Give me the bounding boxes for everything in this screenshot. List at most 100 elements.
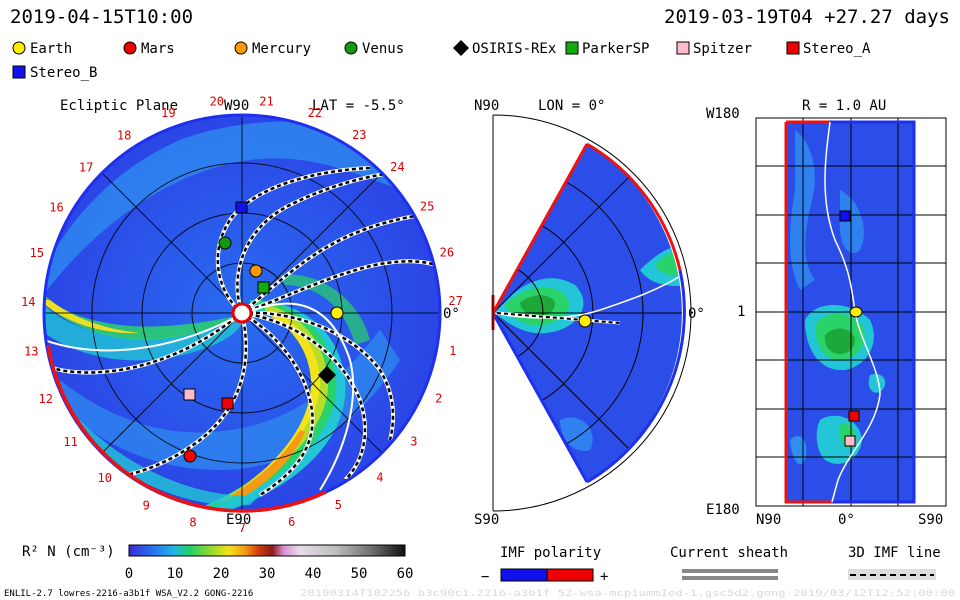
carrington-tick-27: 27 (448, 294, 462, 308)
colorbar-tick-50: 50 (351, 566, 368, 582)
meridional-earth-marker (578, 314, 592, 328)
legend-stereo-a: Stereo_A (786, 41, 871, 57)
carrington-tick-10: 10 (97, 471, 111, 485)
svg-text:OSIRIS-REx: OSIRIS-REx (472, 41, 556, 57)
meridional-lon: LON = 0° (538, 98, 605, 114)
radial-stereo-b-marker (839, 210, 851, 222)
carrington-tick-5: 5 (335, 498, 342, 512)
legend-mars: Mars (123, 41, 175, 57)
venus-circle-icon (344, 41, 358, 55)
radial-spitzer-marker (844, 435, 856, 447)
carrington-tick-4: 4 (376, 471, 383, 485)
spitzer-square-icon (676, 41, 690, 55)
stereo-a-square-icon (786, 41, 800, 55)
legend-mercury: Mercury (234, 41, 311, 57)
carrington-tick-16: 16 (49, 200, 63, 214)
colorbar-tick-0: 0 (125, 566, 133, 582)
legend-osiris-rex: OSIRIS-REx (453, 40, 556, 57)
osiris-rex-diamond-icon (453, 40, 469, 56)
carrington-tick-11: 11 (63, 435, 77, 449)
carrington-tick-23: 23 (352, 128, 366, 142)
footer-left: ENLIL-2.7 lowres-2216-a3b1f WSA_V2.2 GON… (4, 589, 253, 599)
carrington-tick-21: 21 (259, 94, 273, 108)
carrington-tick-1: 1 (449, 344, 456, 358)
carrington-tick-15: 15 (30, 246, 44, 260)
legend-stereo-b: Stereo_B (12, 65, 97, 81)
mars-circle-icon (123, 41, 137, 55)
carrington-tick-19: 19 (161, 106, 175, 120)
mars-marker (183, 449, 197, 463)
imf-polarity-legend: IMF polarity − + (481, 545, 608, 585)
carrington-tick-12: 12 (38, 392, 52, 406)
stereo-b-square-icon (12, 65, 26, 79)
carrington-tick-14: 14 (21, 295, 35, 309)
radial-top-left-label: W180 (706, 106, 740, 122)
radial-r-label: R = 1.0 AU (802, 98, 886, 114)
svg-text:Earth: Earth (30, 41, 72, 57)
carrington-tick-20: 20 (210, 95, 224, 109)
radial-earth-marker (849, 306, 863, 318)
colorbar-tick-40: 40 (305, 566, 322, 582)
svg-text:Mars: Mars (141, 41, 175, 57)
imf-plus-label: + (600, 569, 608, 585)
mercury-circle-icon (234, 41, 248, 55)
svg-text:Spitzer: Spitzer (693, 41, 752, 57)
radial-x-label-0: 0° (838, 512, 855, 528)
legend-parkersp: ParkerSP (565, 41, 649, 57)
carrington-tick-24: 24 (390, 160, 404, 174)
colorbar-ticks: 0 10 20 30 40 50 60 (125, 566, 414, 582)
carrington-tick-3: 3 (410, 435, 417, 449)
imf-positive-swatch (546, 568, 594, 582)
colorbar: R² N (cm⁻³) 0 10 20 30 40 50 60 (22, 544, 413, 582)
radial-stereo-a-marker (848, 410, 860, 422)
colorbar-tick-60: 60 (397, 566, 414, 582)
colorbar-tick-10: 10 (167, 566, 184, 582)
current-sheath-label: Current sheath (670, 545, 788, 561)
colorbar-gradient (128, 544, 406, 557)
ecliptic-panel: Ecliptic Plane LAT = -5.5° W90 E90 0° (21, 94, 463, 535)
colorbar-tick-20: 20 (213, 566, 230, 582)
ecliptic-title: Ecliptic Plane (60, 98, 178, 114)
venus-marker (218, 236, 232, 250)
carrington-tick-7: 7 (239, 521, 246, 535)
imf-negative-swatch (500, 568, 548, 582)
svg-text:ParkerSP: ParkerSP (582, 41, 649, 57)
imf-minus-label: − (481, 569, 489, 585)
radial-bottom-left-label: E180 (706, 502, 740, 518)
svg-text:Mercury: Mercury (252, 41, 311, 57)
ecliptic-lat: LAT = -5.5° (312, 98, 405, 114)
carrington-tick-25: 25 (420, 200, 434, 214)
radial-x-label-s90: S90 (918, 512, 943, 528)
legend-earth: Earth (12, 41, 72, 57)
carrington-tick-18: 18 (117, 128, 131, 142)
footer-right: 20190314T102256 b3c90c1.2216-a3b1f 52-ws… (300, 589, 955, 599)
radial-mid-label: 1 (737, 304, 745, 320)
current-sheath-legend: Current sheath (670, 545, 788, 580)
parkersp-marker (257, 281, 270, 294)
run-time: 2019-03-19T04 +27.27 days (664, 6, 950, 28)
carrington-tick-6: 6 (288, 515, 295, 529)
legend: Earth Mars Mercury Venus OSIRIS-REx Park… (12, 40, 871, 81)
meridional-top-label: N90 (474, 98, 499, 114)
ecliptic-right-label: 0° (443, 306, 460, 322)
radial-x-label-n90: N90 (756, 512, 781, 528)
carrington-tick-26: 26 (440, 245, 454, 259)
imf-line-label: 3D IMF line (848, 545, 941, 561)
model-time: 2019-04-15T10:00 (10, 6, 193, 28)
svg-text:Stereo_B: Stereo_B (30, 65, 97, 81)
sun-marker (231, 302, 253, 324)
svg-text:Venus: Venus (362, 41, 404, 57)
ecliptic-bottom-label: E90 (226, 512, 251, 528)
meridional-bottom-label: S90 (474, 512, 499, 528)
carrington-tick-17: 17 (79, 160, 93, 174)
earth-marker (330, 306, 344, 320)
carrington-tick-8: 8 (189, 515, 196, 529)
carrington-tick-9: 9 (143, 498, 150, 512)
colorbar-tick-30: 30 (259, 566, 276, 582)
parkersp-square-icon (565, 41, 579, 55)
legend-venus: Venus (344, 41, 404, 57)
meridional-right-label: 0° (688, 306, 705, 322)
osiris-rex-marker (318, 366, 336, 384)
